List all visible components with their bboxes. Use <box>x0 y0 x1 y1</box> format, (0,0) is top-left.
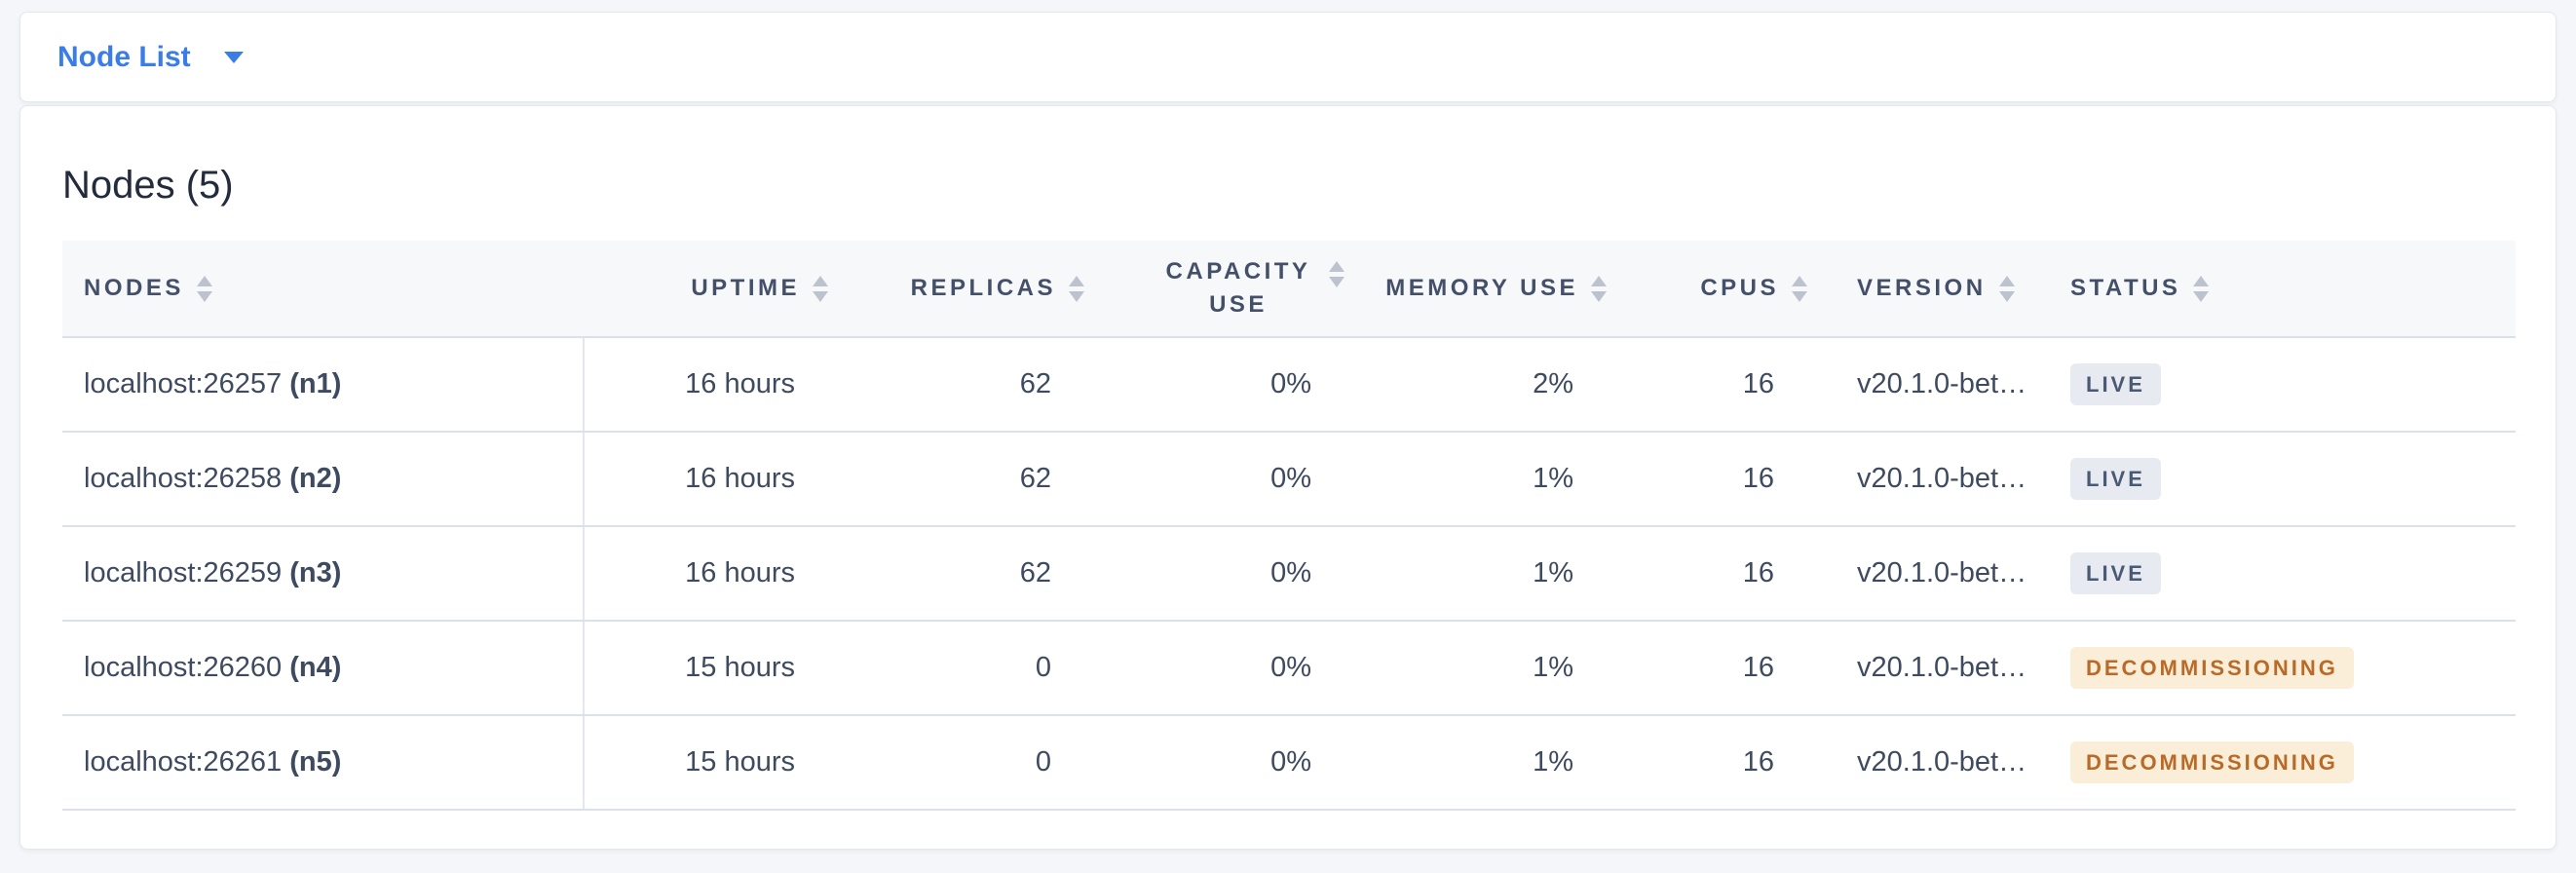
table-row: localhost:26258 (n2) 16 hours 62 0% 1% 1… <box>62 432 2516 527</box>
replicas-cell: 0 <box>849 715 1105 811</box>
sort-icon <box>1998 275 2015 302</box>
nodes-panel: Nodes (5) NODES UPTIME REPLICAS CAPACITY US… <box>19 105 2557 850</box>
cpus-cell: 16 <box>1627 432 1828 527</box>
memory-use-cell: 2% <box>1365 337 1627 433</box>
status-cell: LIVE <box>2047 337 2516 433</box>
column-header-memory[interactable]: MEMORY USE <box>1365 241 1627 338</box>
status-cell: DECOMMISSIONING <box>2047 715 2516 811</box>
capacity-use-cell: 0% <box>1105 337 1365 433</box>
column-label: NODES <box>84 275 184 301</box>
status-badge: LIVE <box>2070 552 2161 594</box>
column-header-cpus[interactable]: CPUS <box>1627 241 1828 338</box>
column-label: UPTIME <box>691 275 800 301</box>
node-list-dropdown-label: Node List <box>57 40 191 73</box>
view-selector-bar: Node List <box>19 12 2557 102</box>
replicas-cell: 62 <box>849 432 1105 527</box>
uptime-cell: 16 hours <box>584 432 849 527</box>
memory-use-cell: 1% <box>1365 621 1627 716</box>
chevron-down-icon <box>223 51 244 63</box>
sort-icon <box>2193 275 2210 302</box>
table-row: localhost:26257 (n1) 16 hours 62 0% 2% 1… <box>62 337 2516 433</box>
version-cell: v20.1.0-bet… <box>1828 432 2047 527</box>
status-badge: DECOMMISSIONING <box>2070 647 2354 689</box>
cpus-cell: 16 <box>1627 337 1828 433</box>
memory-use-cell: 1% <box>1365 715 1627 811</box>
sort-icon <box>813 275 828 302</box>
version-cell: v20.1.0-bet… <box>1828 337 2047 433</box>
version-cell: v20.1.0-bet… <box>1828 715 2047 811</box>
uptime-cell: 15 hours <box>584 621 849 716</box>
node-id: (n2) <box>289 463 342 494</box>
memory-use-cell: 1% <box>1365 432 1627 527</box>
node-id: (n3) <box>289 557 342 588</box>
sort-icon <box>196 275 212 302</box>
page-title: Nodes (5) <box>62 164 234 207</box>
status-badge: LIVE <box>2070 363 2161 405</box>
table-header-row: NODES UPTIME REPLICAS CAPACITY USE MEMORY US… <box>62 241 2516 338</box>
column-label: VERSION <box>1857 275 1987 301</box>
replicas-cell: 62 <box>849 337 1105 433</box>
column-label: CAPACITY USE <box>1165 258 1311 318</box>
node-address: localhost:26259 <box>84 557 283 588</box>
node-address: localhost:26257 <box>84 368 283 399</box>
column-header-capacity[interactable]: CAPACITY USE <box>1105 241 1365 338</box>
uptime-cell: 15 hours <box>584 715 849 811</box>
node-address: localhost:26258 <box>84 463 283 494</box>
version-cell: v20.1.0-bet… <box>1828 621 2047 716</box>
status-cell: DECOMMISSIONING <box>2047 621 2516 716</box>
node-address: localhost:26261 <box>84 746 283 778</box>
column-header-version[interactable]: VERSION <box>1828 241 2047 338</box>
capacity-use-cell: 0% <box>1105 621 1365 716</box>
column-header-replicas[interactable]: REPLICAS <box>849 241 1105 338</box>
column-header-nodes[interactable]: NODES <box>62 241 584 338</box>
sort-icon <box>1591 275 1607 302</box>
version-cell: v20.1.0-bet… <box>1828 526 2047 622</box>
sort-icon <box>1792 275 1807 302</box>
replicas-cell: 62 <box>849 526 1105 622</box>
table-row: localhost:26259 (n3) 16 hours 62 0% 1% 1… <box>62 526 2516 622</box>
node-id: (n5) <box>289 746 342 778</box>
sort-icon <box>1069 275 1084 302</box>
sort-icon <box>1329 261 1345 287</box>
node-id: (n1) <box>289 368 342 399</box>
column-header-status[interactable]: STATUS <box>2047 241 2516 338</box>
node-list-dropdown[interactable]: Node List <box>57 41 244 74</box>
column-label: REPLICAS <box>910 275 1056 301</box>
node-id: (n4) <box>289 652 342 683</box>
status-badge: DECOMMISSIONING <box>2070 741 2354 783</box>
node-address-cell: localhost:26258 (n2) <box>62 432 585 527</box>
column-label: CPUS <box>1700 275 1779 301</box>
table-row: localhost:26261 (n5) 15 hours 0 0% 1% 16… <box>62 715 2516 811</box>
cpus-cell: 16 <box>1627 715 1828 811</box>
cpus-cell: 16 <box>1627 526 1828 622</box>
replicas-cell: 0 <box>849 621 1105 716</box>
column-label: STATUS <box>2070 275 2181 301</box>
cpus-cell: 16 <box>1627 621 1828 716</box>
status-badge: LIVE <box>2070 458 2161 500</box>
node-address: localhost:26260 <box>84 652 283 683</box>
memory-use-cell: 1% <box>1365 526 1627 622</box>
node-address-cell: localhost:26260 (n4) <box>62 621 585 716</box>
uptime-cell: 16 hours <box>584 337 849 433</box>
status-cell: LIVE <box>2047 432 2516 527</box>
uptime-cell: 16 hours <box>584 526 849 622</box>
capacity-use-cell: 0% <box>1105 526 1365 622</box>
node-list-table: NODES UPTIME REPLICAS CAPACITY USE MEMORY US… <box>62 241 2516 811</box>
capacity-use-cell: 0% <box>1105 432 1365 527</box>
node-address-cell: localhost:26257 (n1) <box>62 337 585 433</box>
capacity-use-cell: 0% <box>1105 715 1365 811</box>
column-label: MEMORY USE <box>1385 275 1578 301</box>
node-address-cell: localhost:26261 (n5) <box>62 715 585 811</box>
status-cell: LIVE <box>2047 526 2516 622</box>
table-row: localhost:26260 (n4) 15 hours 0 0% 1% 16… <box>62 621 2516 716</box>
node-address-cell: localhost:26259 (n3) <box>62 526 585 622</box>
column-header-uptime[interactable]: UPTIME <box>584 241 849 338</box>
